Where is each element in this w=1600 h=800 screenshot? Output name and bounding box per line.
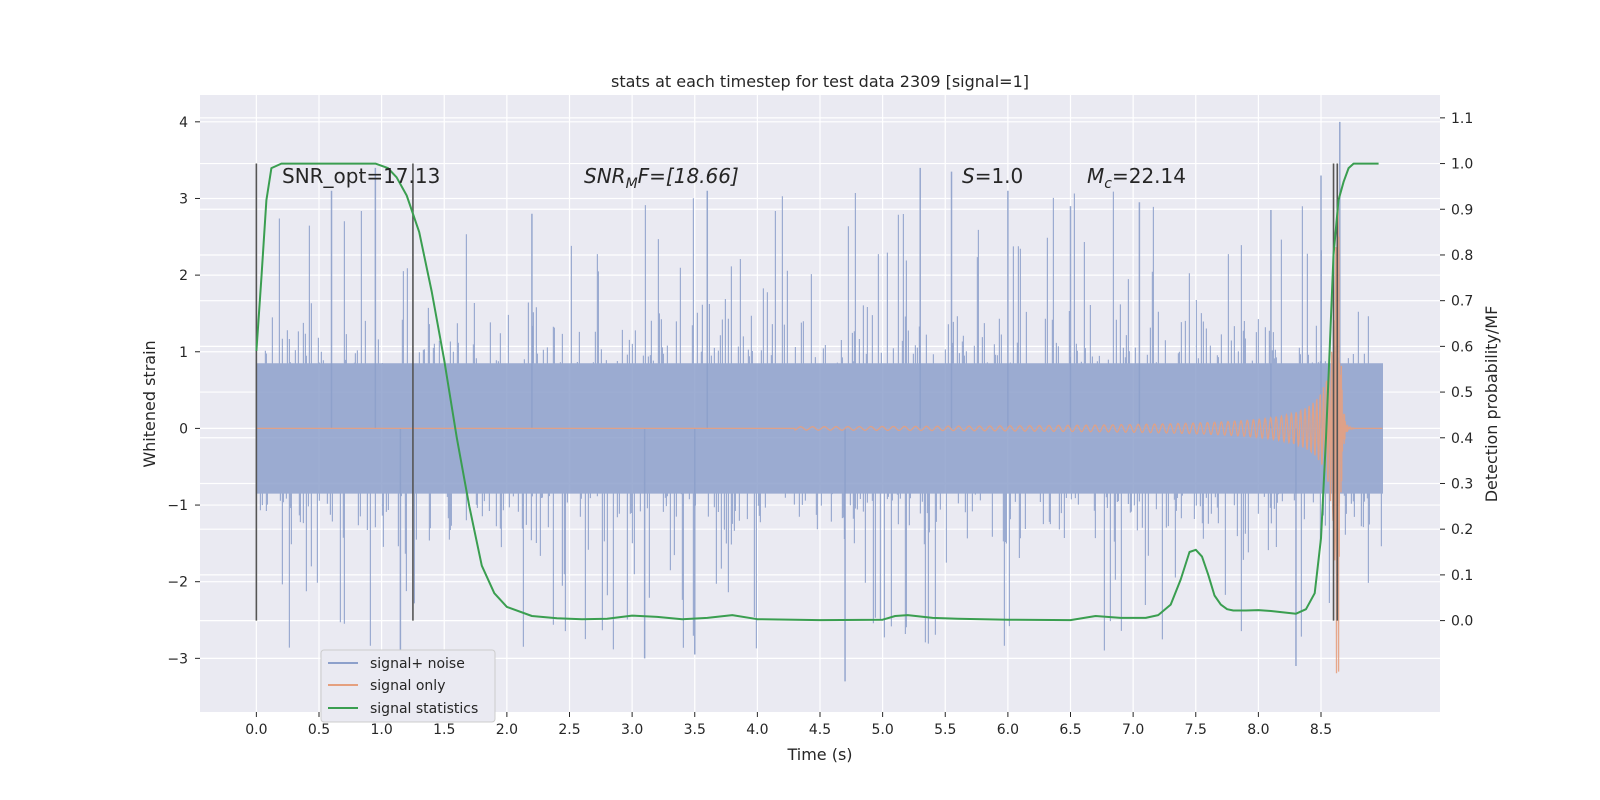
y-tick-label-1: 3 [179,191,188,207]
x-tick-label-1: 0.5 [308,722,330,738]
legend-label-signal-plus-noise: signal+ noise [370,656,465,672]
right-y-axis-ticks: 1.1 1.0 0.9 0.8 0.7 0.6 0.5 0.4 0.3 0.2 0.1 0.0 [1440,111,1473,630]
x-tick-label-10: 5.0 [871,722,893,738]
right-y-tick-label-10: 0.1 [1451,568,1473,584]
right-y-tick-label-4: 0.7 [1451,294,1473,310]
annotation-snr-mf: SNRMF=[18.66] [584,164,739,192]
y-tick-label-0: 4 [179,115,188,131]
legend-box [320,649,496,723]
y-tick-label-4: 0 [179,421,188,437]
legend: signal+ noise signal only signal statist… [320,649,496,723]
x-tick-label-14: 7.0 [1122,722,1144,738]
x-tick-label-2: 1.0 [370,722,392,738]
annotation-s: S=1.0 [962,164,1023,188]
x-tick-label-16: 8.0 [1247,722,1269,738]
vertical-markers [255,163,1339,621]
y-tick-label-7: −3 [167,651,188,667]
annotation-mc: Mc=22.14 [1087,164,1186,192]
x-tick-label-17: 8.5 [1310,722,1332,738]
x-axis-label: Time (s) [786,745,852,764]
signal-only-line [256,185,1383,674]
right-y-tick-label-6: 0.5 [1451,385,1473,401]
series-signal-statistics [255,162,1379,622]
right-y-tick-label-1: 1.0 [1451,157,1473,173]
right-y-tick-label-2: 0.9 [1451,202,1473,218]
right-y-tick-label-8: 0.3 [1451,476,1473,492]
y-tick-label-3: 1 [179,345,188,361]
signal-statistics-line [255,162,1379,622]
y-tick-label-6: −2 [167,575,188,591]
x-tick-label-9: 4.5 [809,722,831,738]
x-tick-label-5: 2.5 [558,722,580,738]
y-tick-label-5: −1 [167,498,188,514]
right-y-tick-label-3: 0.8 [1451,248,1473,264]
x-tick-label-6: 3.0 [621,722,643,738]
legend-label-signal-only: signal only [370,678,445,694]
x-tick-label-4: 2.0 [496,722,518,738]
chart-title: stats at each timestep for test data 230… [611,72,1029,91]
legend-label-signal-statistics: signal statistics [370,701,478,717]
y-axis-ticks: 4 3 2 1 0 −1 −2 −3 [167,115,200,667]
x-tick-label-11: 5.5 [934,722,956,738]
right-y-tick-label-0: 1.1 [1451,111,1473,127]
right-y-axis-label: Detection probability/MF [1482,306,1501,503]
annotation-snr-opt: SNR_opt=17.13 [282,164,440,188]
x-tick-label-12: 6.0 [997,722,1019,738]
x-tick-label-15: 7.5 [1185,722,1207,738]
x-tick-label-13: 6.5 [1059,722,1081,738]
x-tick-label-8: 4.0 [746,722,768,738]
right-y-tick-label-9: 0.2 [1451,522,1473,538]
right-y-tick-label-7: 0.4 [1451,431,1473,447]
right-y-tick-label-11: 0.0 [1451,614,1473,630]
x-tick-label-7: 3.5 [684,722,706,738]
x-tick-label-0: 0.0 [245,722,267,738]
right-y-tick-label-5: 0.6 [1451,339,1473,355]
x-axis-ticks: 0.0 0.5 1.0 1.5 2.0 2.5 3.0 3.5 4.0 4.5 5.0 5.5 6.0 6… [245,712,1332,738]
y-axis-label: Whitened strain [140,340,159,467]
series-signal-only [256,185,1383,674]
y-tick-label-2: 2 [179,268,188,284]
x-tick-label-3: 1.5 [433,722,455,738]
